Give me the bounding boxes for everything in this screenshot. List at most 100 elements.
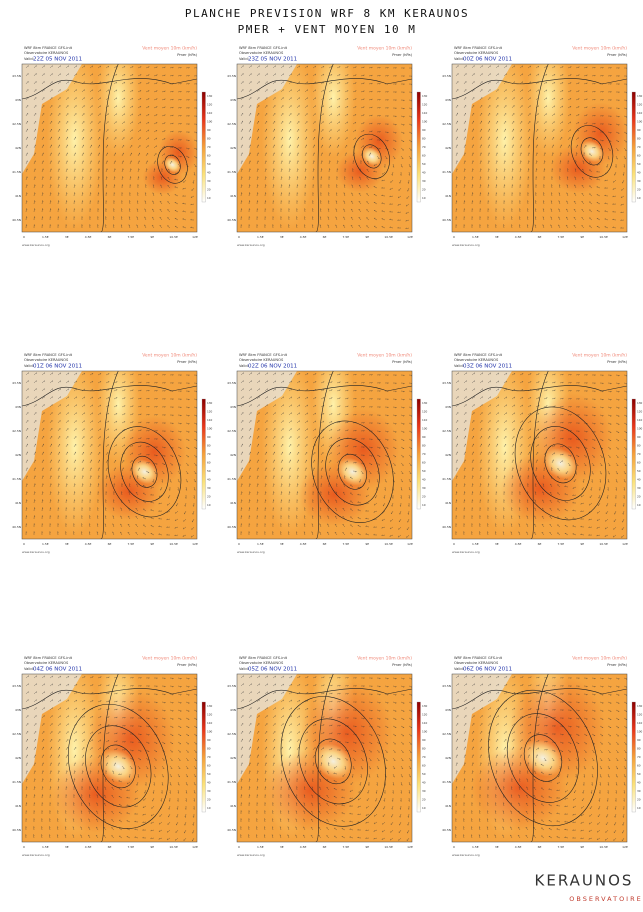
pressure-label: Pmer (hPa) — [392, 360, 412, 364]
lat-label: 41.5N — [227, 170, 236, 174]
colorbar-label: 20 — [422, 798, 426, 802]
valid-label: Valid: — [454, 667, 464, 671]
calm-band — [526, 64, 571, 158]
lon-label: 9E — [150, 542, 154, 546]
colorbar-label: 130 — [422, 94, 428, 98]
title: PLANCHE PREVISION WRF 8 KM KERAUNOS — [185, 7, 469, 20]
lat-label: 42N — [15, 146, 21, 150]
lon-label: 4.5E — [85, 235, 92, 239]
lon-label: 12E — [622, 542, 628, 546]
lat-label: 40.5N — [442, 828, 451, 832]
model-label: WRF 8km FRANCE — [24, 656, 57, 660]
valid-label: Valid: — [454, 364, 464, 368]
lon-label: 10.5E — [384, 845, 393, 849]
valid-date: 02Z 06 NOV 2011 — [248, 364, 297, 370]
lon-label: 4.5E — [515, 845, 522, 849]
colorbar-label: 80 — [637, 747, 641, 751]
isobar — [315, 64, 334, 232]
colorbar-label: 130 — [422, 401, 428, 405]
colorbar-label: 80 — [207, 747, 211, 751]
colorbar-label: 90 — [207, 128, 211, 132]
colorbar-label: 90 — [637, 128, 641, 132]
model-label: WRF 8km FRANCE — [24, 46, 57, 50]
colorbar-label: 10 — [207, 196, 211, 200]
valid-label: Valid: — [239, 57, 249, 61]
colorbar-label: 20 — [422, 495, 426, 499]
lat-label: 43N — [445, 708, 451, 712]
isobar — [298, 718, 368, 805]
lat-label: 42.5N — [12, 429, 21, 433]
colorbar-label: 100 — [637, 120, 643, 124]
logo-sub: OBSERVATOIRE — [569, 895, 642, 903]
colorbar — [201, 701, 206, 813]
init-label: GFS-init — [273, 46, 288, 50]
lat-label: 41.5N — [12, 170, 21, 174]
coastline — [22, 688, 197, 710]
lat-label: 43N — [15, 98, 21, 102]
lat-label: 43.5N — [227, 381, 236, 385]
map — [237, 371, 412, 539]
colorbar-label: 50 — [637, 469, 641, 473]
wind-label: Vent moyen 10m (km/h) — [357, 353, 412, 359]
init-label: GFS-init — [488, 46, 503, 50]
map — [452, 674, 627, 842]
lat-label: 42.5N — [442, 122, 451, 126]
lon-label: 12E — [407, 235, 413, 239]
model-label: WRF 8km FRANCE — [239, 353, 272, 357]
lon-label: 10.5E — [599, 845, 608, 849]
lon-label: 6E — [538, 235, 542, 239]
colorbar-label: 30 — [422, 486, 426, 490]
valid-date: 22Z 05 NOV 2011 — [33, 57, 82, 63]
isobar — [488, 689, 598, 827]
valid-date: 06Z 06 NOV 2011 — [463, 667, 512, 673]
lat-label: 42N — [230, 756, 236, 760]
valid-label: Valid: — [239, 364, 249, 368]
colorbar-label: 10 — [637, 503, 641, 507]
colorbar-label: 20 — [637, 188, 641, 192]
valid-date: 04Z 06 NOV 2011 — [33, 667, 82, 673]
colorbar-label: 120 — [422, 410, 428, 414]
lon-label: 6E — [108, 235, 112, 239]
lat-label: 40.5N — [227, 218, 236, 222]
colorbar-label: 120 — [207, 410, 213, 414]
init-label: GFS-init — [58, 656, 73, 660]
lon-label: 7.5E — [343, 845, 350, 849]
isobar — [530, 64, 549, 232]
lon-label: 3E — [495, 542, 499, 546]
colorbar-label: 30 — [637, 486, 641, 490]
valid-date: 00Z 06 NOV 2011 — [463, 57, 512, 63]
lon-label: 9E — [580, 845, 584, 849]
cyclone-eye — [361, 147, 382, 166]
map-frame — [236, 370, 413, 540]
colorbar-label: 30 — [207, 179, 211, 183]
land — [237, 371, 297, 481]
wind-label: Vent moyen 10m (km/h) — [142, 353, 197, 359]
colorbar-label: 110 — [207, 418, 213, 422]
lat-label: 43.5N — [12, 74, 21, 78]
pressure-label: Pmer (hPa) — [177, 53, 197, 57]
pressure-label: Pmer (hPa) — [607, 663, 627, 667]
colorbar-label: 50 — [207, 162, 211, 166]
lat-label: 41.5N — [12, 780, 21, 784]
pressure-label: Pmer (hPa) — [177, 663, 197, 667]
valid-date: 23Z 05 NOV 2011 — [248, 57, 297, 63]
lon-label: 6E — [538, 542, 542, 546]
lon-label: 3E — [280, 235, 284, 239]
lon-label: 10.5E — [384, 235, 393, 239]
colorbar-label: 40 — [422, 478, 426, 482]
lat-label: 43.5N — [442, 74, 451, 78]
wind-arrows — [240, 64, 412, 230]
lon-label: 6E — [538, 845, 542, 849]
colorbar-label: 60 — [637, 154, 641, 158]
colorbar — [631, 701, 636, 813]
lat-label: 42N — [230, 453, 236, 457]
coastline — [22, 385, 197, 407]
colorbar-label: 130 — [637, 94, 643, 98]
lat-label: 40.5N — [12, 525, 21, 529]
cyclone-eye — [99, 749, 137, 784]
lon-label: 6E — [323, 235, 327, 239]
colorbar-label: 70 — [422, 755, 426, 759]
site-label: www.keraunos.org — [452, 853, 480, 857]
